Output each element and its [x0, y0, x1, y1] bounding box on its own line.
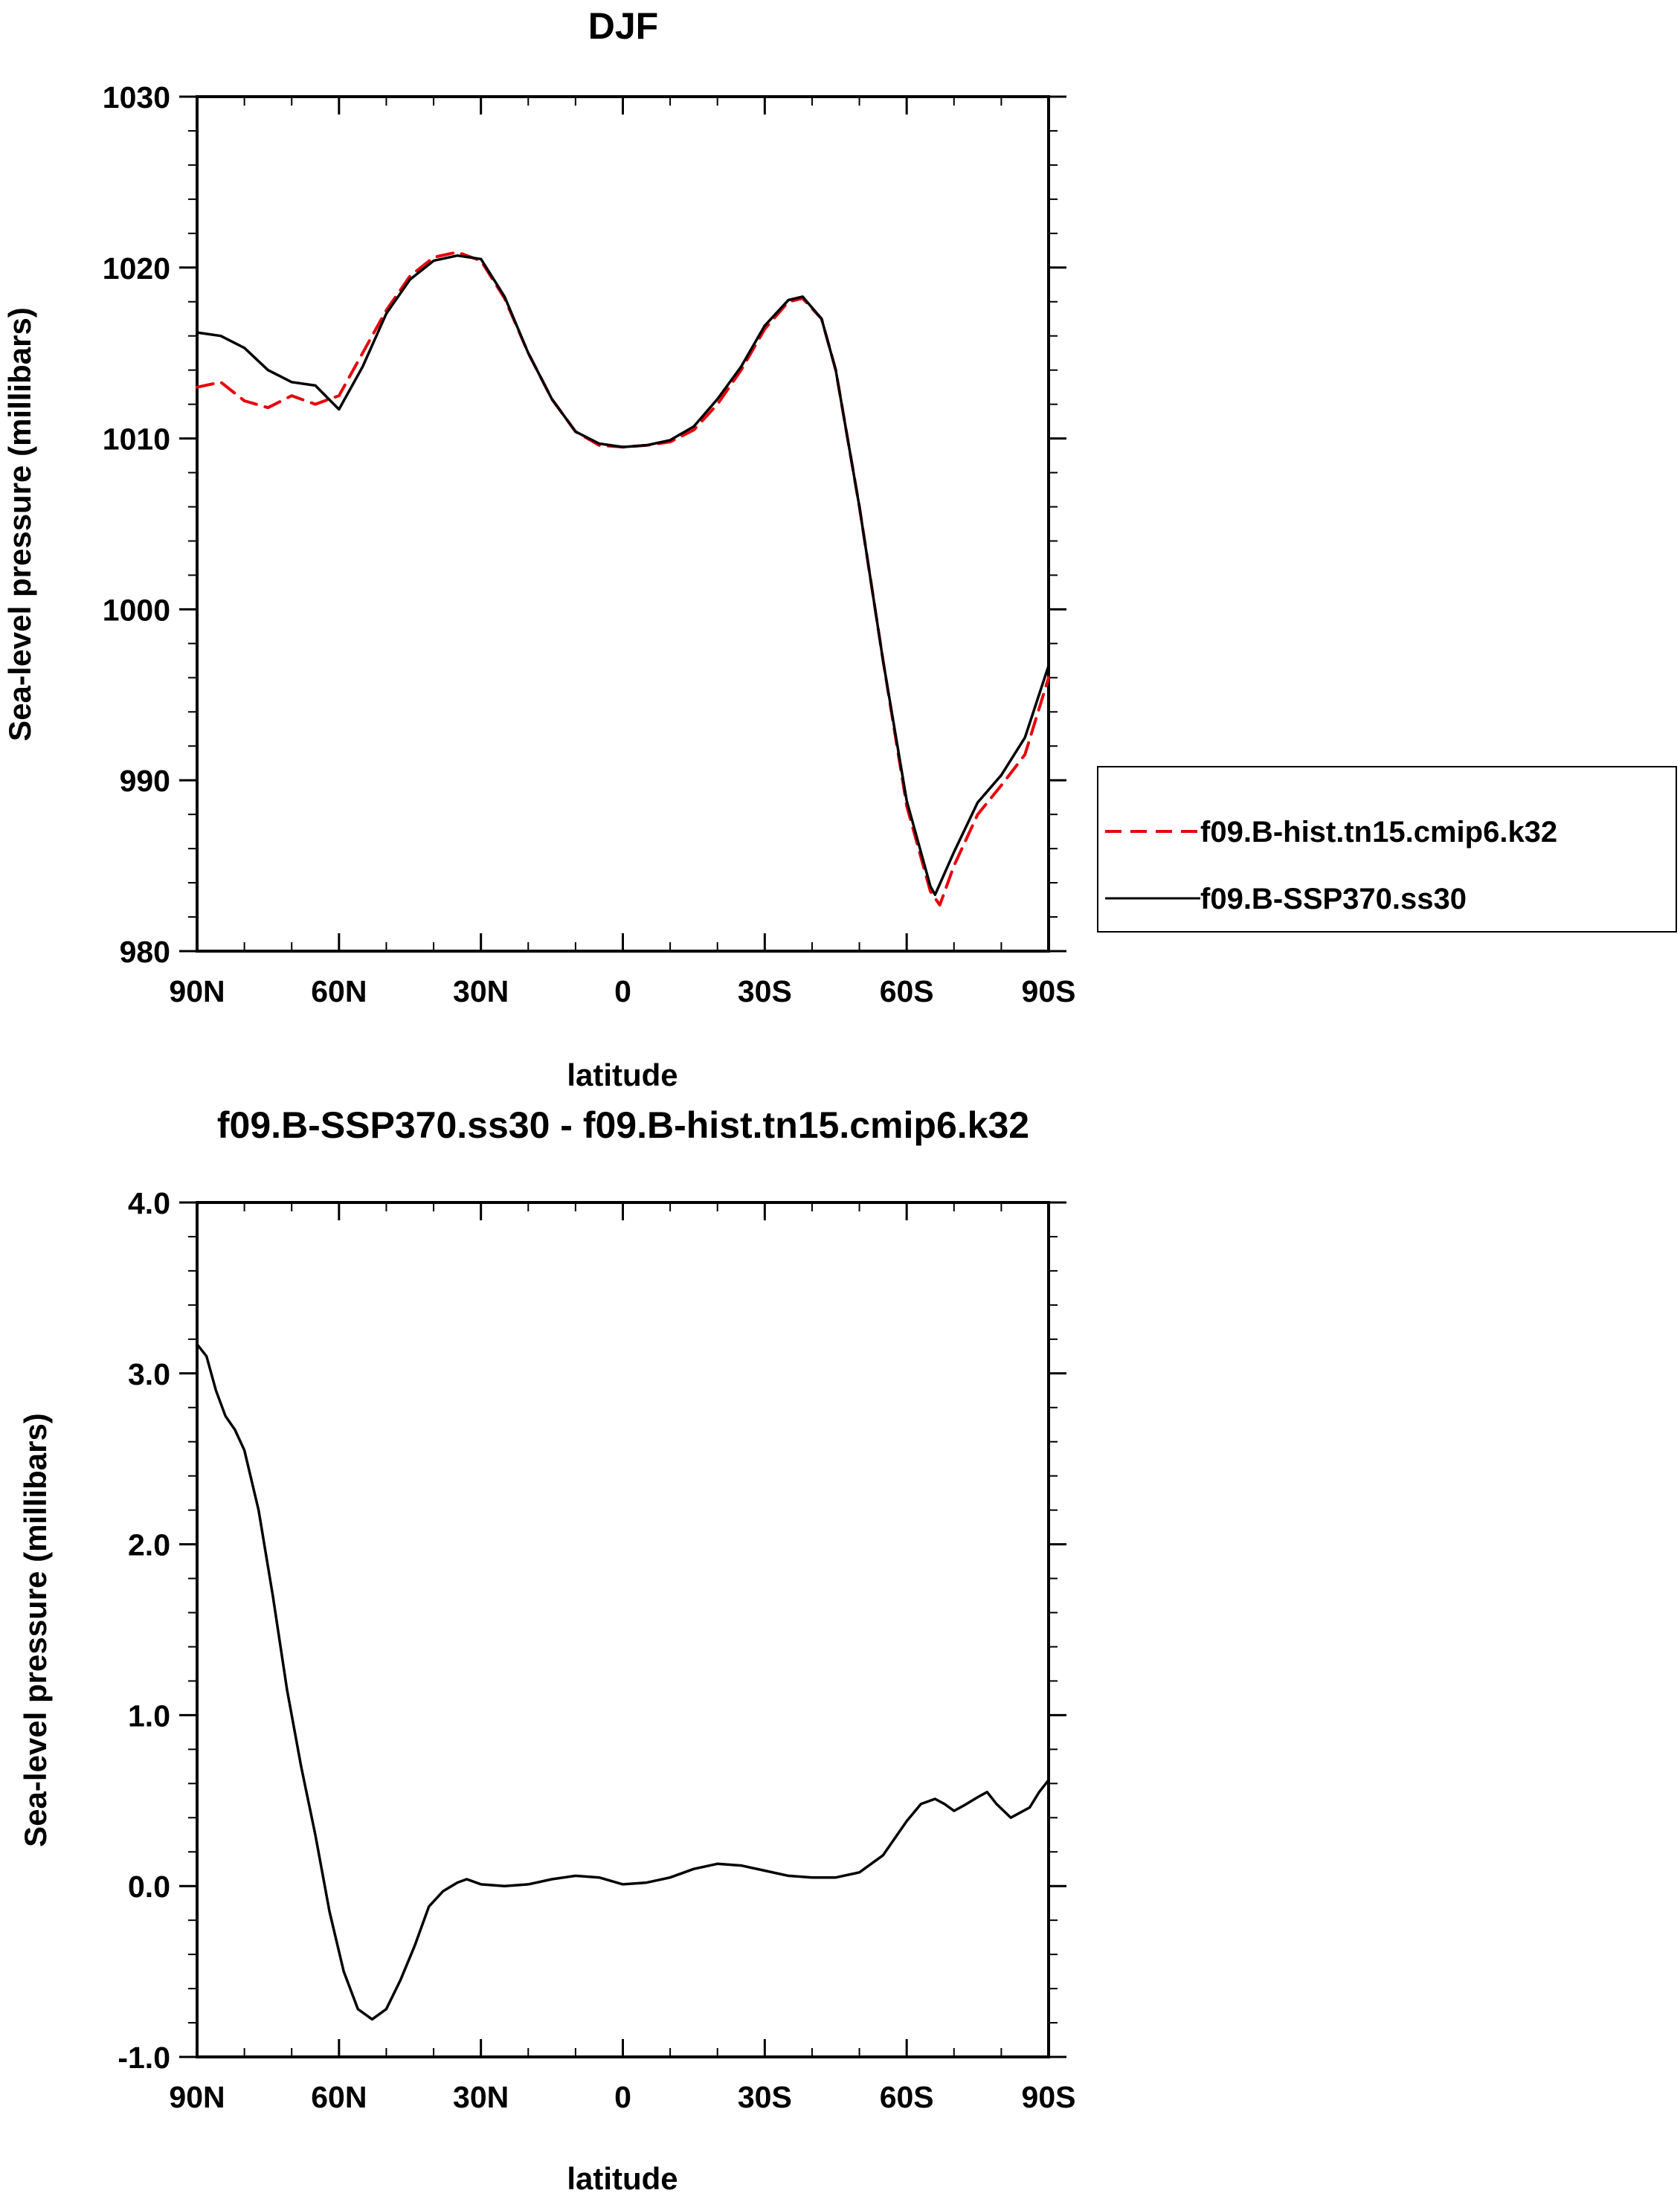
y-tick-label: 1020	[103, 251, 170, 286]
x-tick-label: 90N	[169, 2080, 225, 2114]
y-tick-label: 2.0	[128, 1528, 170, 1562]
bottom-tick-labels: 90N 60N 30N 0 30S 60S 90S -1.0 0.0 1.0 2.0 3.0 4.0	[118, 1186, 1075, 2114]
y-tick-label: 1030	[103, 80, 170, 115]
y-tick-label: 0.0	[128, 1870, 170, 1904]
bottom-series-lines	[196, 1342, 1050, 2021]
top-chart-title: DJF	[588, 5, 658, 47]
series-line-hist	[196, 251, 1050, 907]
series-line-ssp370	[196, 254, 1050, 896]
x-tick-label: 60S	[880, 2080, 934, 2114]
y-tick-label: 4.0	[128, 1186, 170, 1220]
legend-label-ssp370: f09.B-SSP370.ss30	[1200, 883, 1467, 915]
x-tick-label: 90N	[169, 974, 225, 1008]
x-tick-label: 30S	[738, 974, 792, 1008]
bottom-plot-frame	[196, 1201, 1050, 2058]
x-tick-label: 90S	[1022, 2080, 1076, 2114]
y-tick-label: 1010	[103, 422, 170, 457]
x-tick-label: 60S	[880, 974, 934, 1008]
y-tick-label: 990	[120, 764, 170, 798]
x-tick-label: 30S	[738, 2080, 792, 2114]
x-tick-label: 60N	[311, 974, 367, 1008]
x-tick-label: 60N	[311, 2080, 367, 2114]
bottom-y-axis-label: Sea-level pressure (millibars)	[18, 1413, 53, 1847]
x-tick-label: 0	[614, 974, 631, 1008]
bottom-panel: f09.B-SSP370.ss30 - f09.B-hist.tn15.cmip…	[18, 1104, 1075, 2196]
legend: f09.B-hist.tn15.cmip6.k32 f09.B-SSP370.s…	[1097, 766, 1677, 933]
top-series-lines	[196, 251, 1050, 907]
y-tick-label: 980	[120, 935, 170, 969]
bottom-tick-marks	[179, 1201, 1066, 2058]
legend-box	[1097, 766, 1677, 933]
bottom-x-axis-label: latitude	[567, 2161, 678, 2196]
top-plot-frame	[196, 95, 1050, 953]
y-tick-label: 1000	[103, 593, 170, 627]
legend-label-hist: f09.B-hist.tn15.cmip6.k32	[1200, 816, 1557, 849]
x-tick-label: 0	[614, 2080, 631, 2114]
y-tick-label: 1.0	[128, 1698, 170, 1733]
top-y-axis-label: Sea-level pressure (millibars)	[2, 307, 37, 741]
x-tick-label: 30N	[453, 974, 509, 1008]
y-tick-label: 3.0	[128, 1357, 170, 1391]
y-tick-label: -1.0	[118, 2041, 170, 2075]
series-line-difference	[196, 1342, 1050, 2021]
top-tick-marks	[179, 95, 1066, 953]
bottom-chart-title: f09.B-SSP370.ss30 - f09.B-hist.tn15.cmip…	[217, 1104, 1029, 1146]
top-x-axis-label: latitude	[567, 1057, 678, 1092]
x-tick-label: 90S	[1022, 974, 1076, 1008]
top-panel: DJF 90N 60N 30N 0 30S 60S 90S 980 990 1000 1010 102…	[2, 5, 1677, 1092]
top-tick-labels: 90N 60N 30N 0 30S 60S 90S 980 990 1000 1010 1020 103…	[103, 80, 1076, 1008]
x-tick-label: 30N	[453, 2080, 509, 2114]
